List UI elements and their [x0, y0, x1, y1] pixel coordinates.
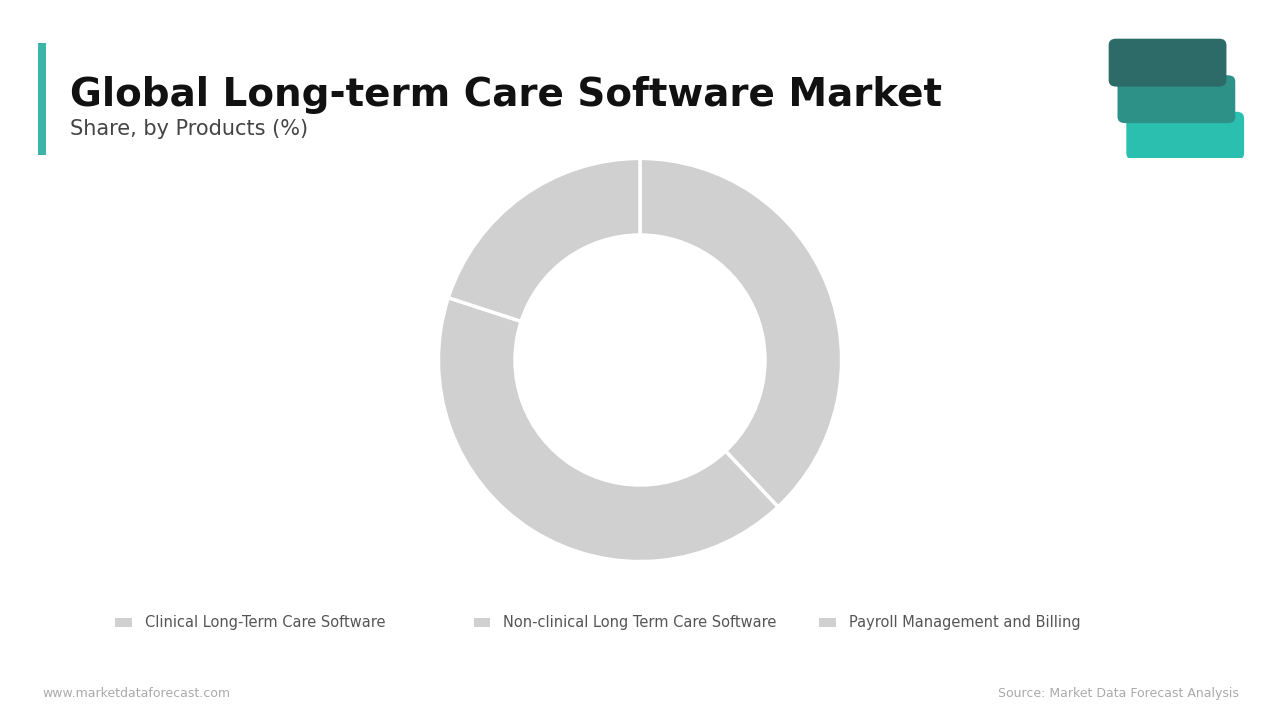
Wedge shape — [640, 158, 841, 507]
Text: Non-clinical Long Term Care Software: Non-clinical Long Term Care Software — [503, 615, 777, 630]
Text: Source: Market Data Forecast Analysis: Source: Market Data Forecast Analysis — [998, 687, 1239, 700]
Wedge shape — [448, 158, 640, 321]
Text: Global Long-term Care Software Market: Global Long-term Care Software Market — [70, 76, 942, 114]
Text: www.marketdataforecast.com: www.marketdataforecast.com — [42, 687, 230, 700]
Text: Share, by Products (%): Share, by Products (%) — [70, 119, 308, 139]
Wedge shape — [439, 297, 778, 562]
FancyBboxPatch shape — [1126, 112, 1244, 160]
FancyBboxPatch shape — [1117, 75, 1235, 123]
Text: Payroll Management and Billing: Payroll Management and Billing — [849, 615, 1080, 630]
Text: Clinical Long-Term Care Software: Clinical Long-Term Care Software — [145, 615, 385, 630]
FancyBboxPatch shape — [1108, 39, 1226, 86]
